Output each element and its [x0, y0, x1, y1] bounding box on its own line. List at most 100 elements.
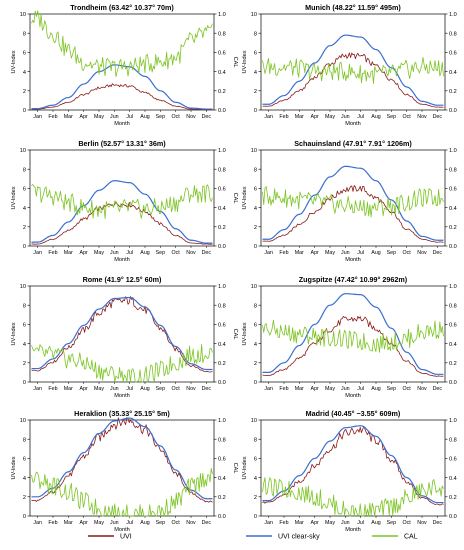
y2-tick-label: 1.0: [449, 12, 457, 18]
x-tick-label: Aug: [140, 386, 149, 392]
y-tick-label: 8: [23, 303, 26, 309]
y2-tick-label: 0.8: [449, 437, 457, 443]
series-line: [31, 10, 213, 78]
x-tick-label: Jun: [341, 250, 350, 256]
y-tick-label: 4: [23, 342, 26, 348]
series-line: [262, 52, 444, 108]
x-tick-label: Jun: [341, 386, 350, 392]
chart-panel: Rome (41.9° 12.5° 60m) 0 2 4 6 8 10 0.0 0.2 0.4 0.…: [11, 275, 238, 399]
x-axis-label: Month: [345, 527, 361, 533]
y-tick-label: 2: [254, 495, 257, 501]
plot-frame: [29, 419, 215, 517]
y2-tick-label: 0.2: [449, 495, 457, 501]
y2-tick-label: 0.8: [449, 167, 457, 173]
y2-tick-label: 0.0: [218, 244, 226, 250]
x-tick-label: Jan: [33, 250, 42, 256]
x-tick-label: Dec: [202, 386, 212, 392]
x-tick-label: Nov: [417, 520, 427, 526]
x-tick-label: May: [325, 250, 335, 256]
x-tick-label: Sep: [387, 386, 396, 392]
x-tick-label: Jan: [33, 114, 42, 120]
x-axis-label: Month: [345, 121, 361, 127]
y2-tick-label: 1.0: [218, 284, 226, 290]
x-tick-label: Nov: [417, 250, 427, 256]
x-tick-label: Apr: [80, 114, 88, 120]
x-tick-label: May: [94, 250, 104, 256]
y-tick-label: 0: [254, 108, 257, 114]
x-tick-label: Sep: [156, 386, 165, 392]
y-tick-label: 0: [23, 108, 26, 114]
chart-title: Zugspitze (47.42° 10.99° 2962m): [299, 275, 408, 284]
chart-title: Munich (48.22° 11.59° 495m): [305, 3, 401, 12]
y-tick-label: 2: [254, 89, 257, 95]
y2-tick-label: 0.8: [218, 437, 226, 443]
x-tick-label: Aug: [371, 114, 380, 120]
y2-tick-label: 0.6: [449, 457, 457, 463]
y-axis-label: UV-Index: [11, 50, 17, 73]
x-tick-label: Oct: [403, 114, 412, 120]
y-tick-label: 6: [254, 187, 257, 193]
x-axis-label: Month: [114, 527, 130, 533]
x-tick-label: Feb: [48, 520, 57, 526]
x-tick-label: Jan: [264, 386, 273, 392]
plot-frame: [260, 149, 446, 247]
x-tick-label: Feb: [279, 520, 288, 526]
x-axis-label: Month: [114, 257, 130, 263]
chart-title: Schauinsland (47.91° 7.91° 1206m): [294, 139, 412, 148]
x-tick-label: Aug: [140, 520, 149, 526]
series-line: [31, 296, 213, 373]
x-axis-label: Month: [345, 393, 361, 399]
y-tick-label: 6: [254, 51, 257, 57]
series-line: [262, 293, 444, 375]
y2-tick-label: 0.0: [218, 514, 226, 520]
x-tick-label: Jan: [264, 114, 273, 120]
y-tick-label: 6: [254, 457, 257, 463]
y-axis-label: UV-Index: [11, 456, 17, 479]
y2-tick-label: 0.4: [218, 342, 226, 348]
y-tick-label: 2: [23, 89, 26, 95]
plot-frame: [260, 13, 446, 111]
x-tick-label: Dec: [433, 250, 443, 256]
y2-tick-label: 0.0: [218, 380, 226, 386]
series-line: [31, 417, 213, 503]
x-tick-label: Jun: [110, 250, 119, 256]
x-tick-label: Dec: [202, 250, 212, 256]
series-line: [31, 83, 213, 111]
series-line: [31, 344, 213, 383]
x-tick-label: Nov: [186, 250, 196, 256]
y-tick-label: 2: [23, 495, 26, 501]
x-tick-label: May: [325, 520, 335, 526]
x-tick-label: Mar: [295, 114, 304, 120]
y-tick-label: 6: [254, 323, 257, 329]
y2-tick-label: 0.0: [449, 244, 457, 250]
x-tick-label: Sep: [156, 114, 165, 120]
y-tick-label: 0: [23, 514, 26, 520]
y-axis-label: UV-Index: [242, 186, 248, 209]
y2-tick-label: 0.0: [449, 514, 457, 520]
y2-tick-label: 0.2: [218, 361, 226, 367]
x-tick-label: Sep: [156, 250, 165, 256]
series-line: [262, 319, 444, 353]
x-tick-label: Apr: [311, 386, 319, 392]
x-tick-label: Jul: [126, 520, 133, 526]
series-line: [262, 56, 444, 84]
x-tick-label: Jan: [264, 250, 273, 256]
y2-tick-label: 0.6: [449, 187, 457, 193]
y-tick-label: 0: [254, 514, 257, 520]
series-line: [31, 64, 213, 110]
chart-title: Berlin (52.57° 13.31° 36m): [78, 139, 166, 148]
x-tick-label: Aug: [371, 250, 380, 256]
y2-axis-label: CAL: [232, 463, 238, 474]
x-tick-label: Aug: [371, 520, 380, 526]
x-tick-label: Jul: [126, 114, 133, 120]
y2-axis-label: CAL: [232, 193, 238, 204]
y-tick-label: 8: [254, 31, 257, 37]
x-tick-label: Oct: [172, 250, 181, 256]
x-axis-label: Month: [345, 257, 361, 263]
x-tick-label: May: [325, 114, 335, 120]
y-tick-label: 4: [254, 476, 257, 482]
y-tick-label: 8: [254, 167, 257, 173]
y2-tick-label: 1.0: [449, 284, 457, 290]
y-tick-label: 6: [23, 457, 26, 463]
y-tick-label: 10: [251, 418, 257, 424]
